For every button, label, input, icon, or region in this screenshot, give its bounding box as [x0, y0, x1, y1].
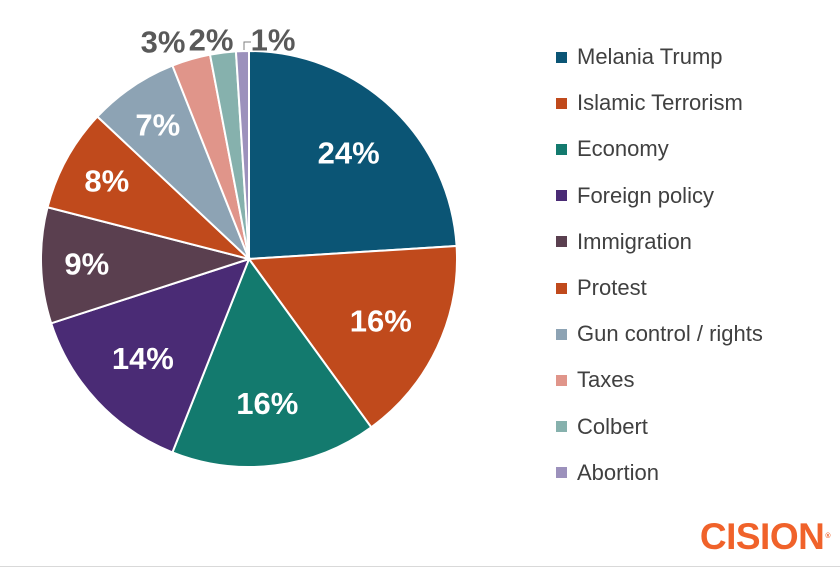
legend-swatch	[556, 374, 567, 386]
pie-slices	[40, 49, 458, 468]
legend-label: Taxes	[577, 367, 635, 393]
logo-text: CISION	[699, 516, 825, 557]
data-label-immigration: 9%	[64, 247, 109, 282]
legend-label: Foreign policy	[577, 182, 714, 208]
pie-slice-protest	[46, 115, 250, 260]
legend-swatch	[556, 421, 567, 433]
legend-label: Abortion	[577, 459, 659, 485]
data-label-abortion: 1%	[251, 23, 296, 58]
legend-swatch	[556, 236, 567, 248]
legend-item-melania-trump: Melania Trump	[556, 34, 763, 80]
chart-legend: Melania Trump Islamic Terrorism Economy For…	[556, 34, 763, 496]
data-label-foreign-policy: 14%	[112, 341, 174, 376]
data-label-gun-control-rights: 7%	[135, 107, 180, 142]
data-label-islamic-terrorism: 16%	[350, 303, 412, 338]
legend-label: Colbert	[577, 413, 648, 439]
legend-item-immigration: Immigration	[556, 219, 763, 265]
data-label-colbert: 2%	[189, 23, 234, 58]
legend-swatch	[556, 328, 567, 340]
legend-item-protest: Protest	[556, 265, 763, 311]
data-label-taxes: 3%	[141, 25, 186, 60]
data-label-economy: 16%	[236, 386, 298, 421]
pie-slice-immigration	[40, 206, 253, 325]
legend-item-abortion: Abortion	[556, 450, 763, 496]
abortion-leader-line	[243, 41, 251, 50]
legend-swatch	[556, 51, 567, 63]
legend-label: Melania Trump	[577, 44, 723, 70]
legend-label: Gun control / rights	[577, 321, 763, 347]
pie-slice-melania-trump	[248, 49, 458, 261]
cision-logo: CISION®	[699, 516, 831, 557]
data-label-protest: 8%	[84, 163, 129, 198]
legend-item-gun-control-rights: Gun control / rights	[556, 311, 763, 357]
pie-chart: 24% 16% 16% 14% 9% 8%7% 3% 2% 1%	[40, 23, 458, 468]
legend-label: Economy	[577, 136, 669, 162]
legend-swatch	[556, 143, 567, 155]
registered-mark: ®	[825, 533, 830, 540]
pie-slice-economy	[171, 256, 373, 468]
data-label-melania-trump: 24%	[318, 135, 380, 170]
legend-item-economy: Economy	[556, 126, 763, 172]
legend-swatch	[556, 97, 567, 109]
pie-slice-abortion	[234, 49, 250, 260]
legend-swatch	[556, 190, 567, 202]
legend-item-taxes: Taxes	[556, 357, 763, 403]
legend-swatch	[556, 282, 567, 294]
pie-data-labels: 24% 16% 16% 14% 9% 8%7% 3% 2% 1%	[64, 23, 411, 421]
legend-item-islamic-terrorism: Islamic Terrorism	[556, 80, 763, 126]
legend-label: Protest	[577, 275, 647, 301]
legend-label: Immigration	[577, 228, 692, 254]
legend-item-foreign-policy: Foreign policy	[556, 173, 763, 219]
legend-swatch	[556, 467, 567, 479]
legend-item-colbert: Colbert	[556, 404, 763, 450]
pie-slice-islamic-terrorism	[247, 244, 458, 429]
footer-divider	[0, 566, 840, 567]
legend-label: Islamic Terrorism	[577, 90, 743, 116]
